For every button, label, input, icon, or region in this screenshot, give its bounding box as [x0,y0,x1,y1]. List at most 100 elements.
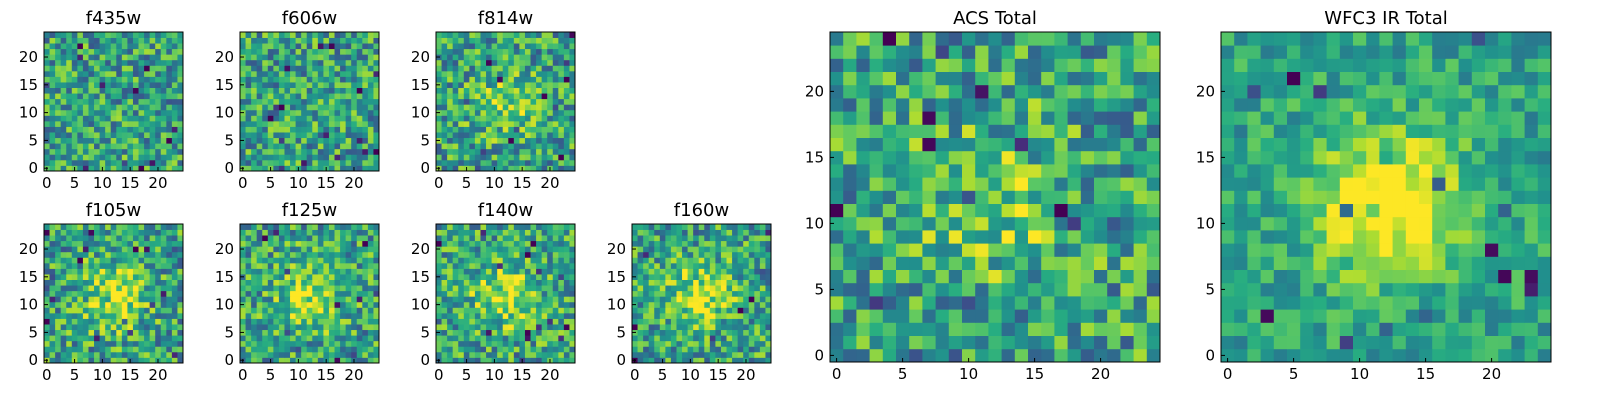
heatmap-cell [530,115,537,122]
heatmap-cell [367,357,374,364]
heatmap-cell [345,279,352,286]
heatmap-cell [290,137,296,144]
heatmap-cell [519,70,526,77]
heatmap-cell [66,70,73,77]
heatmap-cell [480,87,487,94]
heatmap-cell [502,109,509,116]
heatmap-cell [524,104,531,111]
heatmap-cell [362,235,369,242]
heatmap-cell [317,340,324,347]
heatmap-cell [144,335,151,342]
heatmap-cell [486,346,492,353]
heatmap-cell [513,32,520,38]
heatmap-cell [922,137,936,152]
heatmap-cell [94,165,100,172]
heatmap-cell [362,104,369,111]
heatmap-cell [251,340,258,347]
heatmap-cell [367,37,374,44]
heatmap-cell [317,159,324,166]
heatmap-cell [317,104,324,111]
heatmap-cell [284,312,291,319]
heatmap-cell [726,307,733,314]
heatmap-cell [262,154,269,161]
x-tick-label: 10 [485,366,504,384]
heatmap-cell [328,70,335,77]
heatmap-cell [654,268,661,275]
heatmap-cell [687,285,694,292]
heatmap-cell [552,115,559,122]
heatmap-cell [77,240,84,247]
heatmap-cell [144,126,151,133]
heatmap-cell [637,301,644,308]
heatmap-cell [447,224,454,230]
heatmap-cell [171,109,178,116]
heatmap-cell [935,269,950,284]
heatmap-cell [44,104,50,111]
heatmap-cell [469,357,476,364]
heatmap-cell [323,120,330,127]
heatmap-cell [77,357,84,364]
heatmap-cell [552,43,559,50]
heatmap-cell [55,285,62,292]
heatmap-cell [155,82,162,88]
heatmap-cell [743,279,750,286]
heatmap-cell [312,274,319,280]
heatmap-cell [60,115,67,122]
heatmap-cell [463,48,470,55]
heatmap-cell [654,229,661,236]
heatmap-cell [340,43,347,50]
heatmap-cell [312,268,319,275]
heatmap-cell [530,268,537,275]
heatmap-cell [563,357,570,364]
heatmap-cell [160,43,167,50]
heatmap-cell [66,65,73,72]
heatmap-cell [256,59,263,66]
heatmap-cell [748,229,755,236]
heatmap-cell [284,268,291,275]
heatmap-cell [754,274,761,280]
heatmap-cell [715,312,722,319]
heatmap-cell [273,235,280,242]
heatmap-cell [530,165,537,172]
heatmap-cell [519,246,526,253]
heatmap-cell [563,65,570,72]
heatmap-cell [759,296,766,303]
heatmap-cell [519,98,526,105]
heatmap-cell [290,290,296,297]
heatmap-cell [94,132,100,139]
heatmap-cell [869,177,884,191]
heatmap-cell [71,154,78,161]
heatmap-cell [94,240,100,247]
heatmap-cell [138,104,145,111]
heatmap-cell [458,159,465,166]
heatmap-cell [301,285,308,292]
heatmap-cell [82,43,89,50]
heatmap-cell [547,301,554,308]
heatmap-cell [290,98,296,105]
heatmap-cell [127,274,134,280]
heatmap-cell [127,120,134,127]
heatmap-cell [541,70,548,77]
heatmap-cell [732,307,739,314]
heatmap-cell [373,82,380,88]
heatmap-cell [436,240,442,247]
heatmap-cell [77,324,84,331]
heatmap-cell [759,268,766,275]
heatmap-cell [569,257,576,264]
heatmap-cell [367,115,374,122]
heatmap-cell [127,312,134,319]
heatmap-cell [648,301,655,308]
heatmap-cell [351,126,358,133]
heatmap-cell [491,87,498,94]
heatmap-cell [351,285,358,292]
heatmap-cell [704,262,711,269]
heatmap-cell [469,82,476,88]
heatmap-cell [530,98,537,105]
heatmap-cell [356,301,363,308]
heatmap-cell [301,346,308,353]
heatmap-cell [922,124,936,138]
heatmap-cell [508,268,515,275]
heatmap-cell [563,268,570,275]
heatmap-cell [547,335,554,342]
